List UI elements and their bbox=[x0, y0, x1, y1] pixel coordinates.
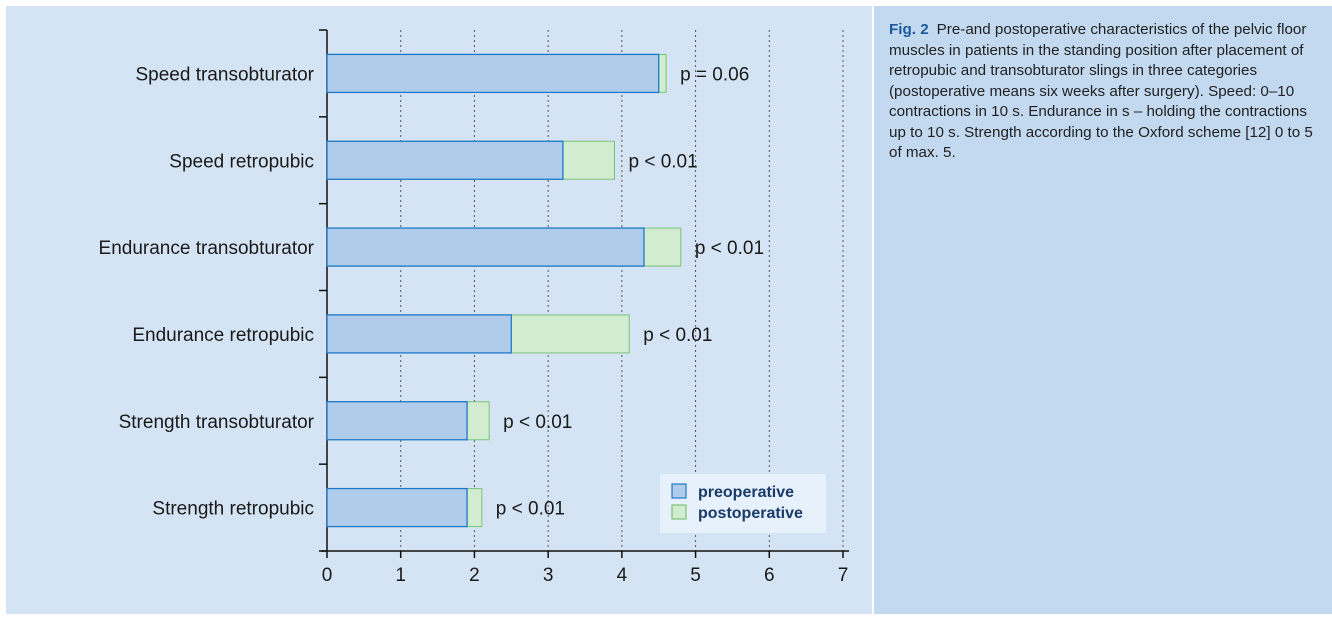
bar-chart: 0 1 2 3 4 5 6 7 Speed transobturator p = 0.06 Spee… bbox=[99, 29, 849, 586]
category-label: Speed retropubic bbox=[169, 151, 314, 172]
preoperative-bar bbox=[326, 53, 660, 94]
x-tick-label: 3 bbox=[543, 565, 554, 586]
p-value-label: p < 0.01 bbox=[643, 325, 712, 346]
p-value-label: p = 0.06 bbox=[680, 64, 749, 85]
x-tick-label: 1 bbox=[395, 565, 406, 586]
figure-caption: Fig. 2 Pre-and postoperative characterist… bbox=[889, 20, 1321, 164]
category-label: Speed transobturator bbox=[135, 64, 314, 85]
legend-box bbox=[660, 474, 826, 533]
legend-swatch bbox=[671, 504, 687, 520]
caption-panel: Fig. 2 Pre-and postoperative characterist… bbox=[874, 6, 1332, 614]
legend-swatch bbox=[671, 483, 687, 499]
p-value-label: p < 0.01 bbox=[503, 412, 572, 433]
caption-label: Fig. 2 bbox=[889, 21, 929, 38]
preoperative-bar bbox=[326, 140, 564, 180]
preoperative-bar bbox=[326, 487, 468, 528]
category-label: Endurance transobturator bbox=[99, 238, 315, 259]
chart-panel: 0 1 2 3 4 5 6 7 Speed transobturator p = 0.06 Spee… bbox=[6, 6, 872, 614]
x-tick-label: 2 bbox=[469, 565, 480, 586]
x-tick-label: 7 bbox=[838, 565, 849, 586]
p-value-label: p < 0.01 bbox=[628, 151, 697, 172]
x-tick-label: 6 bbox=[764, 565, 775, 586]
category-label: Endurance retropubic bbox=[132, 325, 314, 346]
preoperative-bar bbox=[326, 314, 512, 354]
legend-label: preoperative bbox=[698, 484, 794, 501]
x-tick-label: 0 bbox=[322, 565, 333, 586]
preoperative-bar bbox=[326, 227, 645, 267]
x-tick-label: 4 bbox=[617, 565, 628, 586]
category-label: Strength retropubic bbox=[152, 499, 314, 520]
p-value-label: p < 0.01 bbox=[695, 238, 764, 259]
x-tick-label: 5 bbox=[690, 565, 701, 586]
p-value-label: p < 0.01 bbox=[496, 499, 565, 520]
caption-text: Pre-and postoperative characteristics of… bbox=[889, 21, 1313, 161]
legend-label: postoperative bbox=[698, 505, 803, 522]
category-label: Strength transobturator bbox=[119, 412, 315, 433]
preoperative-bar bbox=[326, 401, 468, 441]
